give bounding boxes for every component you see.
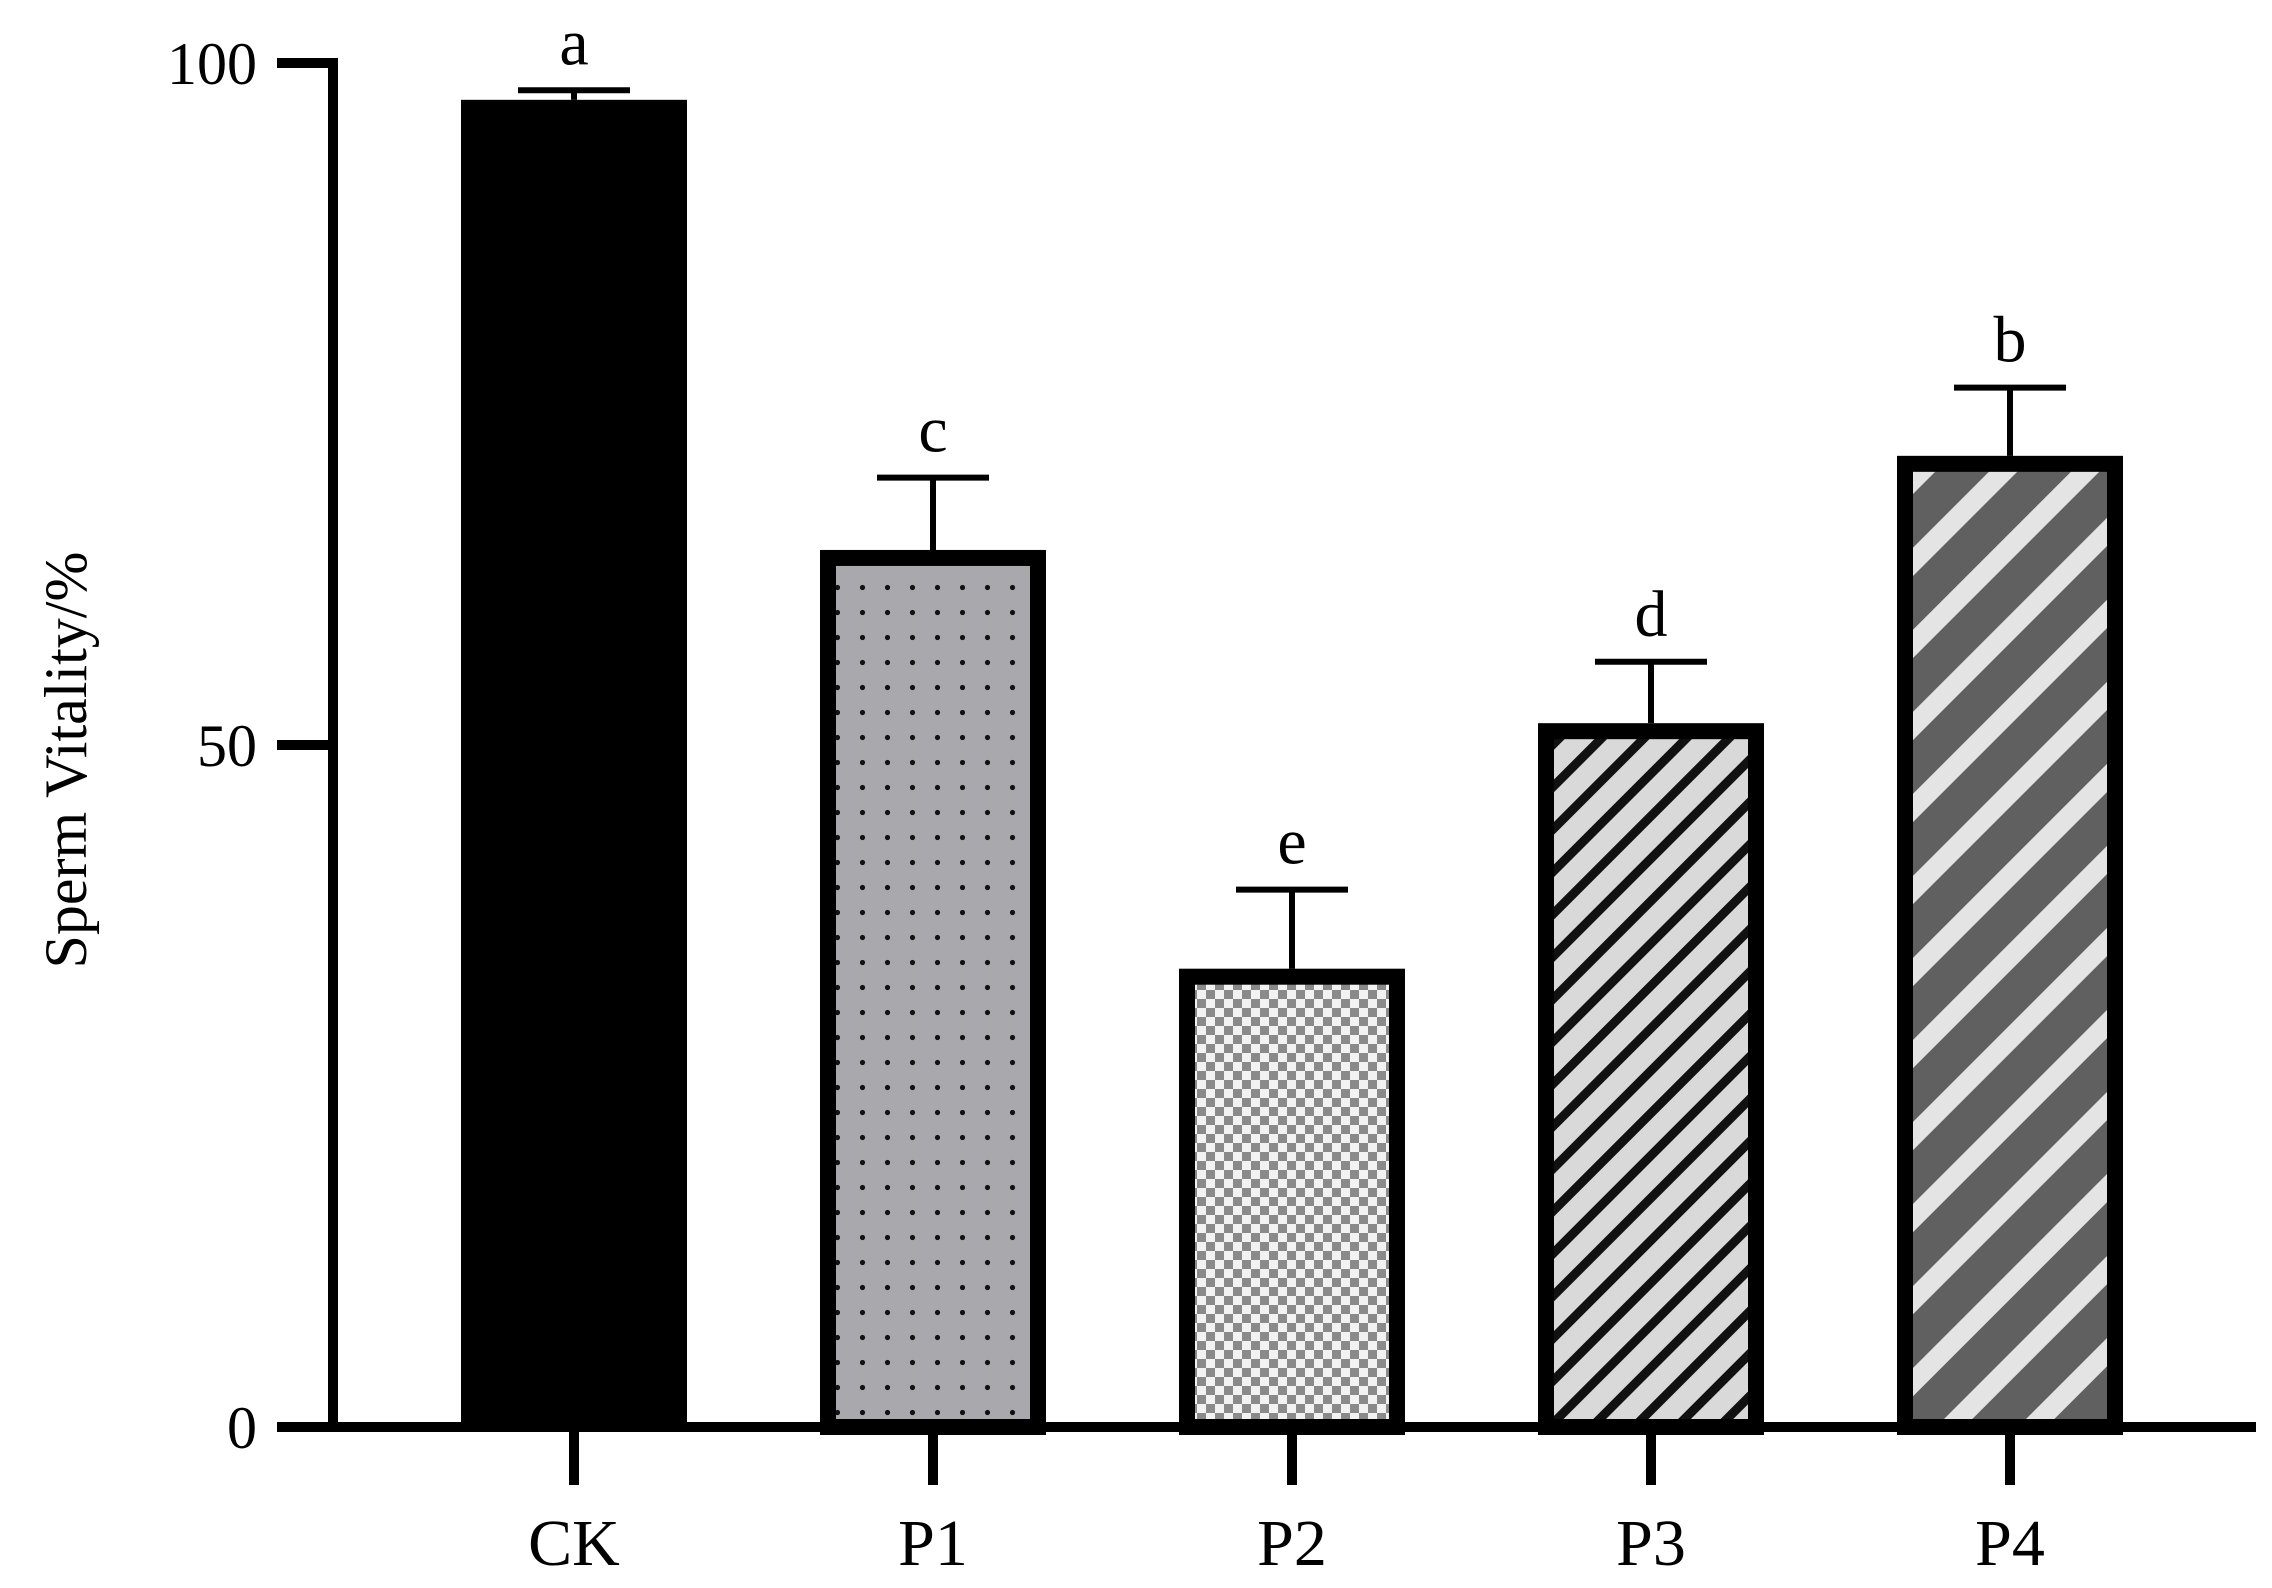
bar-p1: [820, 549, 1046, 1435]
bar-p2: [1179, 968, 1405, 1435]
x-tick-label-p1: P1: [898, 1507, 968, 1580]
bars: a c e d b: [461, 6, 2123, 1436]
bar-group-p4: b: [1897, 304, 2123, 1436]
bar-p4: [1897, 455, 2123, 1436]
bar-group-p1: c: [820, 394, 1046, 1435]
bar-p3: [1538, 723, 1764, 1435]
y-tick-label-100: 100: [167, 31, 257, 97]
y-tick-label-50: 50: [197, 713, 257, 779]
significance-label-p2: e: [1277, 806, 1306, 879]
x-tick-label-ck: CK: [528, 1507, 620, 1580]
significance-label-ck: a: [559, 6, 588, 79]
significance-label-p3: d: [1635, 578, 1668, 651]
x-tick-label-p4: P4: [1975, 1507, 2045, 1580]
bar-group-ck: a: [461, 6, 687, 1428]
y-axis-title: Sperm Vitality/%: [33, 552, 99, 969]
x-tick-label-p3: P3: [1616, 1507, 1686, 1580]
y-tick-label-0: 0: [227, 1395, 257, 1461]
x-tick-label-p2: P2: [1257, 1507, 1327, 1580]
significance-label-p1: c: [918, 394, 947, 467]
bar-group-p3: d: [1538, 578, 1764, 1435]
bar-ck: [461, 99, 687, 1428]
significance-label-p4: b: [1994, 304, 2027, 377]
bar-group-p2: e: [1179, 806, 1405, 1435]
